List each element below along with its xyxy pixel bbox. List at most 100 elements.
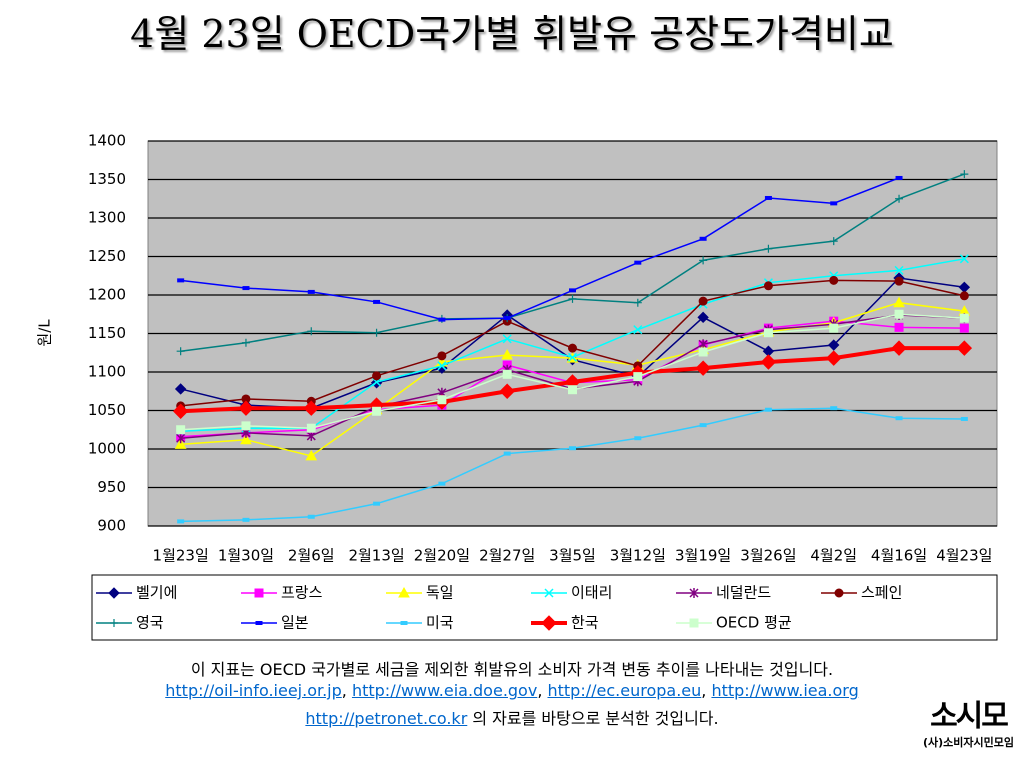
link[interactable]: http://ec.europa.eu — [547, 681, 702, 700]
text: , — [341, 681, 352, 700]
x-tick-label: 2월13일 — [348, 547, 404, 565]
y-tick-label: 1050 — [88, 401, 126, 419]
marker — [372, 328, 381, 337]
marker — [829, 275, 839, 285]
y-tick-label: 950 — [97, 478, 126, 496]
legend-marker — [689, 588, 699, 598]
legend-label: 벨기에 — [136, 584, 177, 602]
y-tick-label: 1150 — [88, 324, 126, 342]
x-tick-label: 4월23일 — [936, 547, 992, 565]
marker — [764, 407, 772, 412]
marker — [893, 296, 905, 308]
x-tick-label: 1월23일 — [153, 547, 209, 565]
marker — [894, 265, 904, 275]
line — [180, 177, 900, 321]
y-tick-label: 1300 — [88, 209, 126, 227]
marker — [826, 350, 842, 366]
marker — [499, 383, 515, 399]
marker — [894, 309, 904, 319]
marker — [895, 194, 904, 203]
legend-marker — [541, 615, 557, 631]
y-tick-label: 900 — [97, 517, 126, 535]
legend-label: 일본 — [281, 614, 309, 632]
series — [176, 309, 969, 435]
marker — [960, 170, 969, 179]
marker — [437, 361, 447, 371]
marker — [891, 340, 907, 356]
link[interactable]: http://www.iea.org — [711, 681, 859, 700]
legend-label: 이태리 — [571, 584, 612, 602]
y-tick-label: 1000 — [88, 440, 126, 458]
series — [172, 340, 973, 419]
x-tick-label: 3월26일 — [740, 547, 796, 565]
x-tick-label: 3월5일 — [549, 547, 596, 565]
marker — [633, 298, 642, 307]
marker — [174, 383, 187, 395]
legend-marker — [255, 621, 263, 625]
marker — [763, 281, 773, 291]
marker — [956, 340, 973, 356]
marker — [959, 323, 969, 333]
marker — [569, 446, 576, 451]
marker — [174, 438, 187, 449]
marker — [373, 299, 381, 304]
y-axis-label: 원/L — [36, 319, 54, 347]
marker — [241, 338, 250, 347]
marker — [567, 352, 578, 362]
marker — [760, 354, 777, 370]
marker — [959, 313, 969, 323]
link[interactable]: http://oil-info.ieej.or.jp — [165, 681, 342, 700]
note: 이 지표는 OECD 국가별로 세금을 제외한 휘발유의 소비자 가격 변동 추… — [190, 660, 834, 679]
link[interactable]: http://www.eia.doe.gov — [351, 681, 538, 700]
marker — [242, 286, 250, 291]
marker — [176, 433, 186, 444]
chart-title: 4월 23일 OECD국가별 휘발유 공장도가격비교 — [130, 12, 894, 56]
sources: http://oil-info.ieej.or.jp, http://www.e… — [0, 681, 1024, 700]
marker — [172, 403, 189, 419]
marker — [372, 371, 382, 381]
x-tick-label: 4월2일 — [810, 547, 857, 565]
marker — [828, 339, 840, 351]
marker — [633, 325, 643, 335]
legend-label: 스페인 — [861, 584, 902, 602]
legend-label: 프랑스 — [281, 584, 323, 602]
text: 의 자료를 바탕으로 분석한 것입니다. — [467, 709, 719, 728]
marker — [633, 372, 643, 382]
legend-label: OECD 평균 — [716, 614, 792, 632]
legend-label: 영국 — [136, 614, 164, 632]
marker — [176, 347, 185, 356]
x-tick-label: 1월30일 — [218, 547, 274, 565]
marker — [959, 291, 969, 301]
legend-label: 미국 — [426, 614, 454, 632]
marker — [437, 395, 447, 405]
legend-label: 독일 — [426, 584, 454, 602]
marker — [503, 451, 511, 456]
marker — [764, 244, 773, 253]
marker — [634, 260, 642, 265]
y-tick-label: 1350 — [88, 170, 126, 188]
marker — [764, 195, 772, 200]
legend-label: 한국 — [571, 614, 599, 632]
marker — [503, 316, 511, 321]
marker — [895, 416, 903, 421]
marker — [438, 317, 446, 322]
text: , — [701, 681, 712, 700]
marker — [241, 421, 251, 431]
marker — [829, 323, 839, 333]
link[interactable]: http://petronet.co.kr — [305, 709, 468, 728]
y-tick-label: 1200 — [88, 286, 126, 304]
marker — [959, 254, 969, 264]
marker — [305, 449, 318, 461]
legend-marker — [689, 618, 699, 628]
marker — [307, 327, 316, 336]
marker — [699, 236, 707, 241]
marker — [372, 406, 382, 416]
marker — [763, 328, 773, 338]
marker — [437, 351, 447, 361]
marker — [960, 416, 968, 421]
y-tick-label: 1100 — [88, 363, 126, 381]
x-tick-label: 3월12일 — [610, 547, 666, 565]
marker — [501, 349, 514, 360]
x-tick-label: 2월27일 — [479, 547, 535, 565]
